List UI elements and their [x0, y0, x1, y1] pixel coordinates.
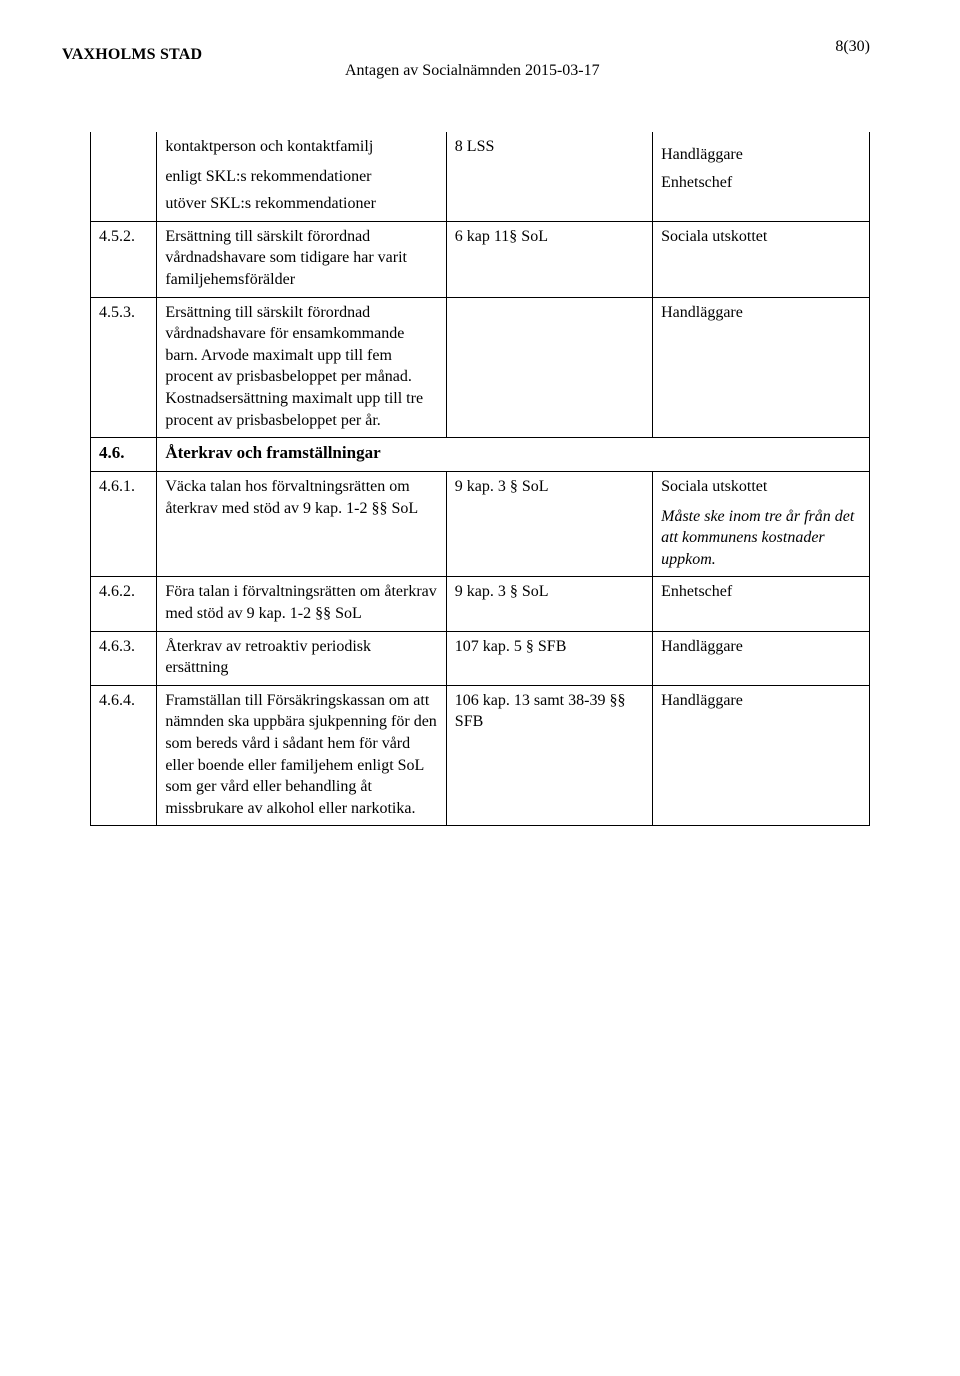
reference-cell: 8 LSS	[446, 132, 652, 221]
description-cell: kontaktperson och kontaktfamilj enligt SK…	[157, 132, 446, 221]
table-row: 4.6.3.Återkrav av retroaktiv periodisk e…	[91, 631, 870, 685]
reference-cell	[446, 297, 652, 438]
description-cell: Återkrav av retroaktiv periodisk ersättn…	[157, 631, 446, 685]
description-cell: Ersättning till särskilt förordnad vårdn…	[157, 221, 446, 297]
handler-cell: Sociala utskottet Måste ske inom tre år f…	[653, 472, 870, 577]
cell-text: 107 kap. 5 § SFB	[455, 636, 644, 658]
cell-text: Handläggare	[661, 144, 861, 166]
cell-text: Sociala utskottet	[661, 476, 861, 498]
table-row: 4.5.2.Ersättning till särskilt förordnad…	[91, 221, 870, 297]
handler-cell: Sociala utskottet	[653, 221, 870, 297]
row-number: 4.6.	[91, 438, 157, 472]
handler-cell: Enhetschef	[653, 577, 870, 631]
reference-cell: 6 kap 11§ SoL	[446, 221, 652, 297]
table-row: 4.6.1.Väcka talan hos förvaltningsrätten…	[91, 472, 870, 577]
cell-text: Enhetschef	[661, 172, 861, 194]
cell-text: Föra talan i förvaltningsrätten om återk…	[165, 581, 437, 624]
description-cell: Ersättning till särskilt förordnad vårdn…	[157, 297, 446, 438]
cell-text: Handläggare	[661, 302, 861, 324]
table-row: 4.5.3.Ersättning till särskilt förordnad…	[91, 297, 870, 438]
cell-text: Sociala utskottet	[661, 226, 861, 248]
cell-text: 8 LSS	[455, 136, 644, 158]
table-row: kontaktperson och kontaktfamilj enligt SK…	[91, 132, 870, 221]
cell-text: kontaktperson och kontaktfamilj	[165, 136, 437, 158]
cell-text: Ersättning till särskilt förordnad vårdn…	[165, 302, 437, 432]
section-heading: Återkrav och framställningar	[157, 438, 870, 472]
cell-text: Handläggare	[661, 690, 861, 712]
header-left: VAXHOLMS STAD	[62, 44, 202, 66]
row-number	[91, 132, 157, 221]
header-mid: Antagen av Socialnämnden 2015-03-17	[345, 60, 600, 82]
cell-text: Måste ske inom tre år från det att kommu…	[661, 506, 861, 571]
table-row: 4.6.Återkrav och framställningar	[91, 438, 870, 472]
row-number: 4.6.3.	[91, 631, 157, 685]
cell-text: 9 kap. 3 § SoL	[455, 476, 644, 498]
reference-cell: 106 kap. 13 samt 38-39 §§ SFB	[446, 685, 652, 826]
row-number: 4.5.2.	[91, 221, 157, 297]
cell-text: enligt SKL:s rekommendationer	[165, 166, 437, 188]
row-number: 4.6.4.	[91, 685, 157, 826]
reference-cell: 107 kap. 5 § SFB	[446, 631, 652, 685]
document-table: kontaktperson och kontaktfamilj enligt SK…	[90, 132, 870, 826]
table-row: 4.6.4.Framställan till Försäkringskassan…	[91, 685, 870, 826]
description-cell: Framställan till Försäkringskassan om at…	[157, 685, 446, 826]
handler-cell: Handläggare	[653, 631, 870, 685]
table-row: 4.6.2.Föra talan i förvaltningsrätten om…	[91, 577, 870, 631]
cell-text: 106 kap. 13 samt 38-39 §§ SFB	[455, 690, 644, 733]
cell-text: utöver SKL:s rekommendationer	[165, 193, 437, 215]
row-number: 4.5.3.	[91, 297, 157, 438]
description-cell: Föra talan i förvaltningsrätten om återk…	[157, 577, 446, 631]
header-page-number: 8(30)	[835, 36, 870, 58]
cell-text: Ersättning till särskilt förordnad vårdn…	[165, 226, 437, 291]
handler-cell: Handläggare Enhetschef	[653, 132, 870, 221]
cell-text: Enhetschef	[661, 581, 861, 603]
reference-cell: 9 kap. 3 § SoL	[446, 472, 652, 577]
cell-text: Återkrav av retroaktiv periodisk ersättn…	[165, 636, 437, 679]
row-number: 4.6.2.	[91, 577, 157, 631]
cell-text: 9 kap. 3 § SoL	[455, 581, 644, 603]
handler-cell: Handläggare	[653, 297, 870, 438]
reference-cell: 9 kap. 3 § SoL	[446, 577, 652, 631]
handler-cell: Handläggare	[653, 685, 870, 826]
row-number: 4.6.1.	[91, 472, 157, 577]
page: VAXHOLMS STAD Antagen av Socialnämnden 2…	[0, 0, 960, 1376]
description-cell: Väcka talan hos förvaltningsrätten om åt…	[157, 472, 446, 577]
cell-text: Väcka talan hos förvaltningsrätten om åt…	[165, 476, 437, 519]
cell-text: Framställan till Försäkringskassan om at…	[165, 690, 437, 820]
cell-text: Handläggare	[661, 636, 861, 658]
cell-text: 6 kap 11§ SoL	[455, 226, 644, 248]
